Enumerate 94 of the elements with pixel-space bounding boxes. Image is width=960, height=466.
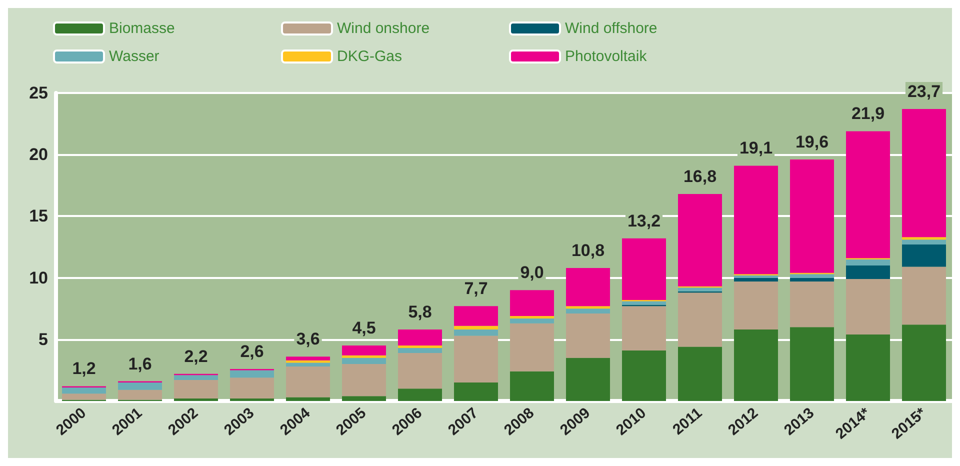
bar [846, 334, 890, 401]
bar [398, 346, 442, 348]
bar [566, 306, 610, 309]
bar [342, 358, 386, 364]
legend-label: Wind offshore [565, 20, 658, 37]
total-label: 23,7 [907, 82, 941, 102]
bar [846, 279, 890, 334]
bar [286, 397, 330, 401]
total-label: 7,7 [464, 279, 488, 298]
total-label: 1,2 [72, 359, 96, 378]
total-label: 16,8 [683, 167, 717, 186]
bar [790, 274, 834, 278]
bar [286, 360, 330, 363]
legend-label: DKG-Gas [337, 48, 402, 65]
bar [510, 290, 554, 316]
bar [678, 346, 722, 401]
bar [342, 396, 386, 401]
bar [790, 281, 834, 328]
bar [454, 330, 498, 336]
bar [286, 356, 330, 360]
bar [454, 306, 498, 326]
bar [566, 268, 610, 306]
bar [846, 259, 890, 266]
bar [678, 288, 722, 292]
bar [454, 336, 498, 383]
y-tick-label: 20 [29, 145, 48, 164]
legend-label: Biomasse [109, 20, 175, 37]
bar [118, 390, 162, 400]
bar [566, 358, 610, 401]
y-tick-label: 10 [29, 268, 48, 288]
total-label: 2,2 [184, 346, 208, 366]
bar [398, 348, 442, 353]
bar [902, 324, 946, 401]
bar [790, 160, 834, 273]
bar [342, 355, 386, 358]
bar [118, 382, 162, 390]
legend-label: Wind onshore [337, 20, 430, 37]
bar [622, 301, 666, 305]
bar [902, 266, 946, 325]
bar [678, 292, 722, 347]
total-label: 21,9 [851, 104, 885, 124]
bar [902, 240, 946, 245]
total-label: 4,5 [352, 318, 376, 338]
total-label: 9,0 [520, 263, 544, 282]
bar [902, 237, 946, 240]
bar [62, 394, 106, 400]
y-tick-label: 5 [38, 330, 48, 349]
bar [622, 238, 666, 300]
bar [510, 316, 554, 318]
bar [622, 350, 666, 401]
total-label: 19,6 [795, 132, 829, 152]
bar [398, 352, 442, 389]
bar [454, 326, 498, 330]
bar [902, 244, 946, 267]
bar [790, 278, 834, 282]
bar [734, 166, 778, 274]
bar [342, 346, 386, 356]
bar [846, 131, 890, 258]
bar [622, 306, 666, 350]
bar [902, 109, 946, 238]
bar [342, 364, 386, 396]
bar [62, 387, 106, 394]
bar [734, 278, 778, 282]
bar [174, 380, 218, 399]
bar [510, 323, 554, 372]
bar [398, 388, 442, 401]
bar [734, 281, 778, 330]
bar [510, 318, 554, 324]
bar [846, 265, 890, 280]
legend-label: Photovoltaik [565, 48, 648, 65]
bar [230, 378, 274, 399]
bar [566, 314, 610, 358]
y-tick-label: 25 [29, 84, 48, 102]
bar [790, 327, 834, 401]
total-label: 2,6 [240, 342, 264, 361]
total-label: 19,1 [739, 138, 773, 158]
total-label: 1,6 [128, 354, 152, 374]
bar [286, 366, 330, 398]
total-label: 13,2 [627, 211, 661, 230]
bar [454, 382, 498, 401]
total-label: 3,6 [296, 330, 320, 349]
total-label: 10,8 [571, 240, 605, 260]
bar [734, 275, 778, 278]
y-tick-label: 15 [29, 206, 48, 226]
bar [398, 330, 442, 346]
legend-label: Wasser [109, 48, 160, 65]
bar [174, 375, 218, 380]
bar [286, 362, 330, 367]
bar [230, 370, 274, 378]
total-label: 5,8 [408, 302, 432, 322]
bar [566, 308, 610, 314]
bar [734, 330, 778, 401]
bar [510, 371, 554, 401]
bar [678, 194, 722, 286]
